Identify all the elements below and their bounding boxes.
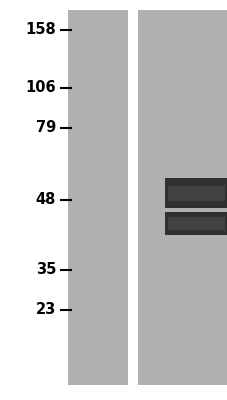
Bar xyxy=(168,217,224,230)
Bar xyxy=(164,212,227,235)
Bar xyxy=(168,186,224,200)
Bar xyxy=(137,10,227,385)
Text: 23: 23 xyxy=(36,302,56,318)
Text: 35: 35 xyxy=(35,262,56,278)
Text: 48: 48 xyxy=(35,192,56,208)
Bar xyxy=(164,178,227,208)
Bar xyxy=(127,10,137,385)
Text: 106: 106 xyxy=(25,80,56,96)
Text: 79: 79 xyxy=(36,120,56,136)
Text: 158: 158 xyxy=(25,22,56,38)
Bar xyxy=(68,10,127,385)
